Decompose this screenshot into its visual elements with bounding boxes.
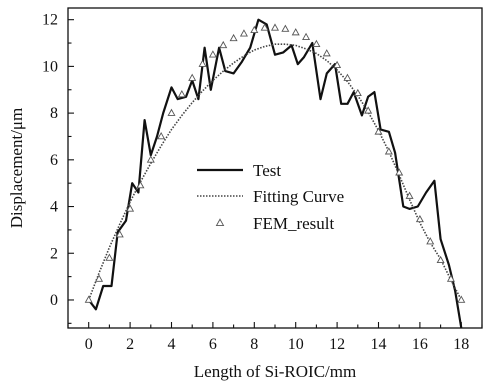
legend-label: FEM_result [253,214,335,233]
y-tick-label: 12 [42,12,58,29]
fem-result-point [188,73,197,81]
fem-result-point [436,255,445,264]
y-tick-label: 8 [50,105,58,122]
y-tick-label: 6 [50,152,58,169]
y-tick-label: 0 [50,292,58,309]
fem-result-point [364,106,373,114]
legend-label: Fitting Curve [253,187,344,206]
fem-result-point [84,295,93,303]
y-tick-label: 10 [42,58,58,75]
fem-result-point [260,23,269,31]
fem-result-point [302,32,311,40]
fem-result-point [312,39,321,47]
y-tick-label: 4 [50,199,58,216]
fem-result-point [426,237,435,245]
fem-result-point [198,59,207,67]
fem-result-point [333,60,342,69]
x-tick-label: 8 [250,336,258,353]
y-tick-label: 2 [50,245,58,262]
fem-result-point [457,295,466,303]
fem-result-point [126,204,135,212]
fem-result-point [146,155,155,163]
fem-result-point [395,168,404,176]
fem-result-point [353,88,362,97]
fem-result-point [239,29,248,37]
legend: Test Fitting Curve FEM_result [197,161,344,233]
fem-result-point [208,50,217,58]
fem-result-point [281,24,290,32]
x-axis-title: Length of Si-ROIC/mm [194,362,356,381]
legend-fem-result-marker [215,218,225,226]
fem-result-point [105,253,114,261]
fem-result-point [322,49,331,57]
fem-result-point [95,274,104,282]
fem-result-point [250,25,259,33]
x-tick-label: 6 [209,336,217,353]
fem-result-point [177,89,186,98]
fem-result-point [229,33,238,42]
fem-result-point [384,147,393,155]
fem-result-point [219,40,228,49]
legend-label: Test [253,161,281,180]
fem-result-point [115,230,124,238]
x-tick-label: 12 [329,336,345,353]
fem-result-point [374,127,383,135]
fem-result-point [136,181,145,189]
x-tick-label: 14 [371,336,387,353]
fem-result-point [446,274,455,282]
x-tick-label: 10 [288,336,304,353]
series-fem-result [84,23,466,303]
x-tick-label: 16 [412,336,428,353]
fem-result-point [405,191,414,199]
fem-result-point [167,108,176,116]
fem-result-point [270,23,280,31]
axis-titles: Length of Si-ROIC/mm Displacement/μm [7,108,356,381]
fem-result-point [343,73,352,81]
fem-result-point [415,214,424,223]
x-tick-label: 0 [85,336,93,353]
x-tick-label: 4 [168,336,176,353]
fem-result-point [291,28,300,36]
axis-ticks: 0 2 4 6 8 10 12 14 16 18 0 2 4 6 8 10 12 [42,12,483,353]
y-axis-title: Displacement/μm [7,108,26,229]
series-layer [84,18,466,329]
x-tick-label: 18 [453,336,469,353]
x-tick-label: 2 [126,336,134,353]
fem-result-point [157,132,166,140]
